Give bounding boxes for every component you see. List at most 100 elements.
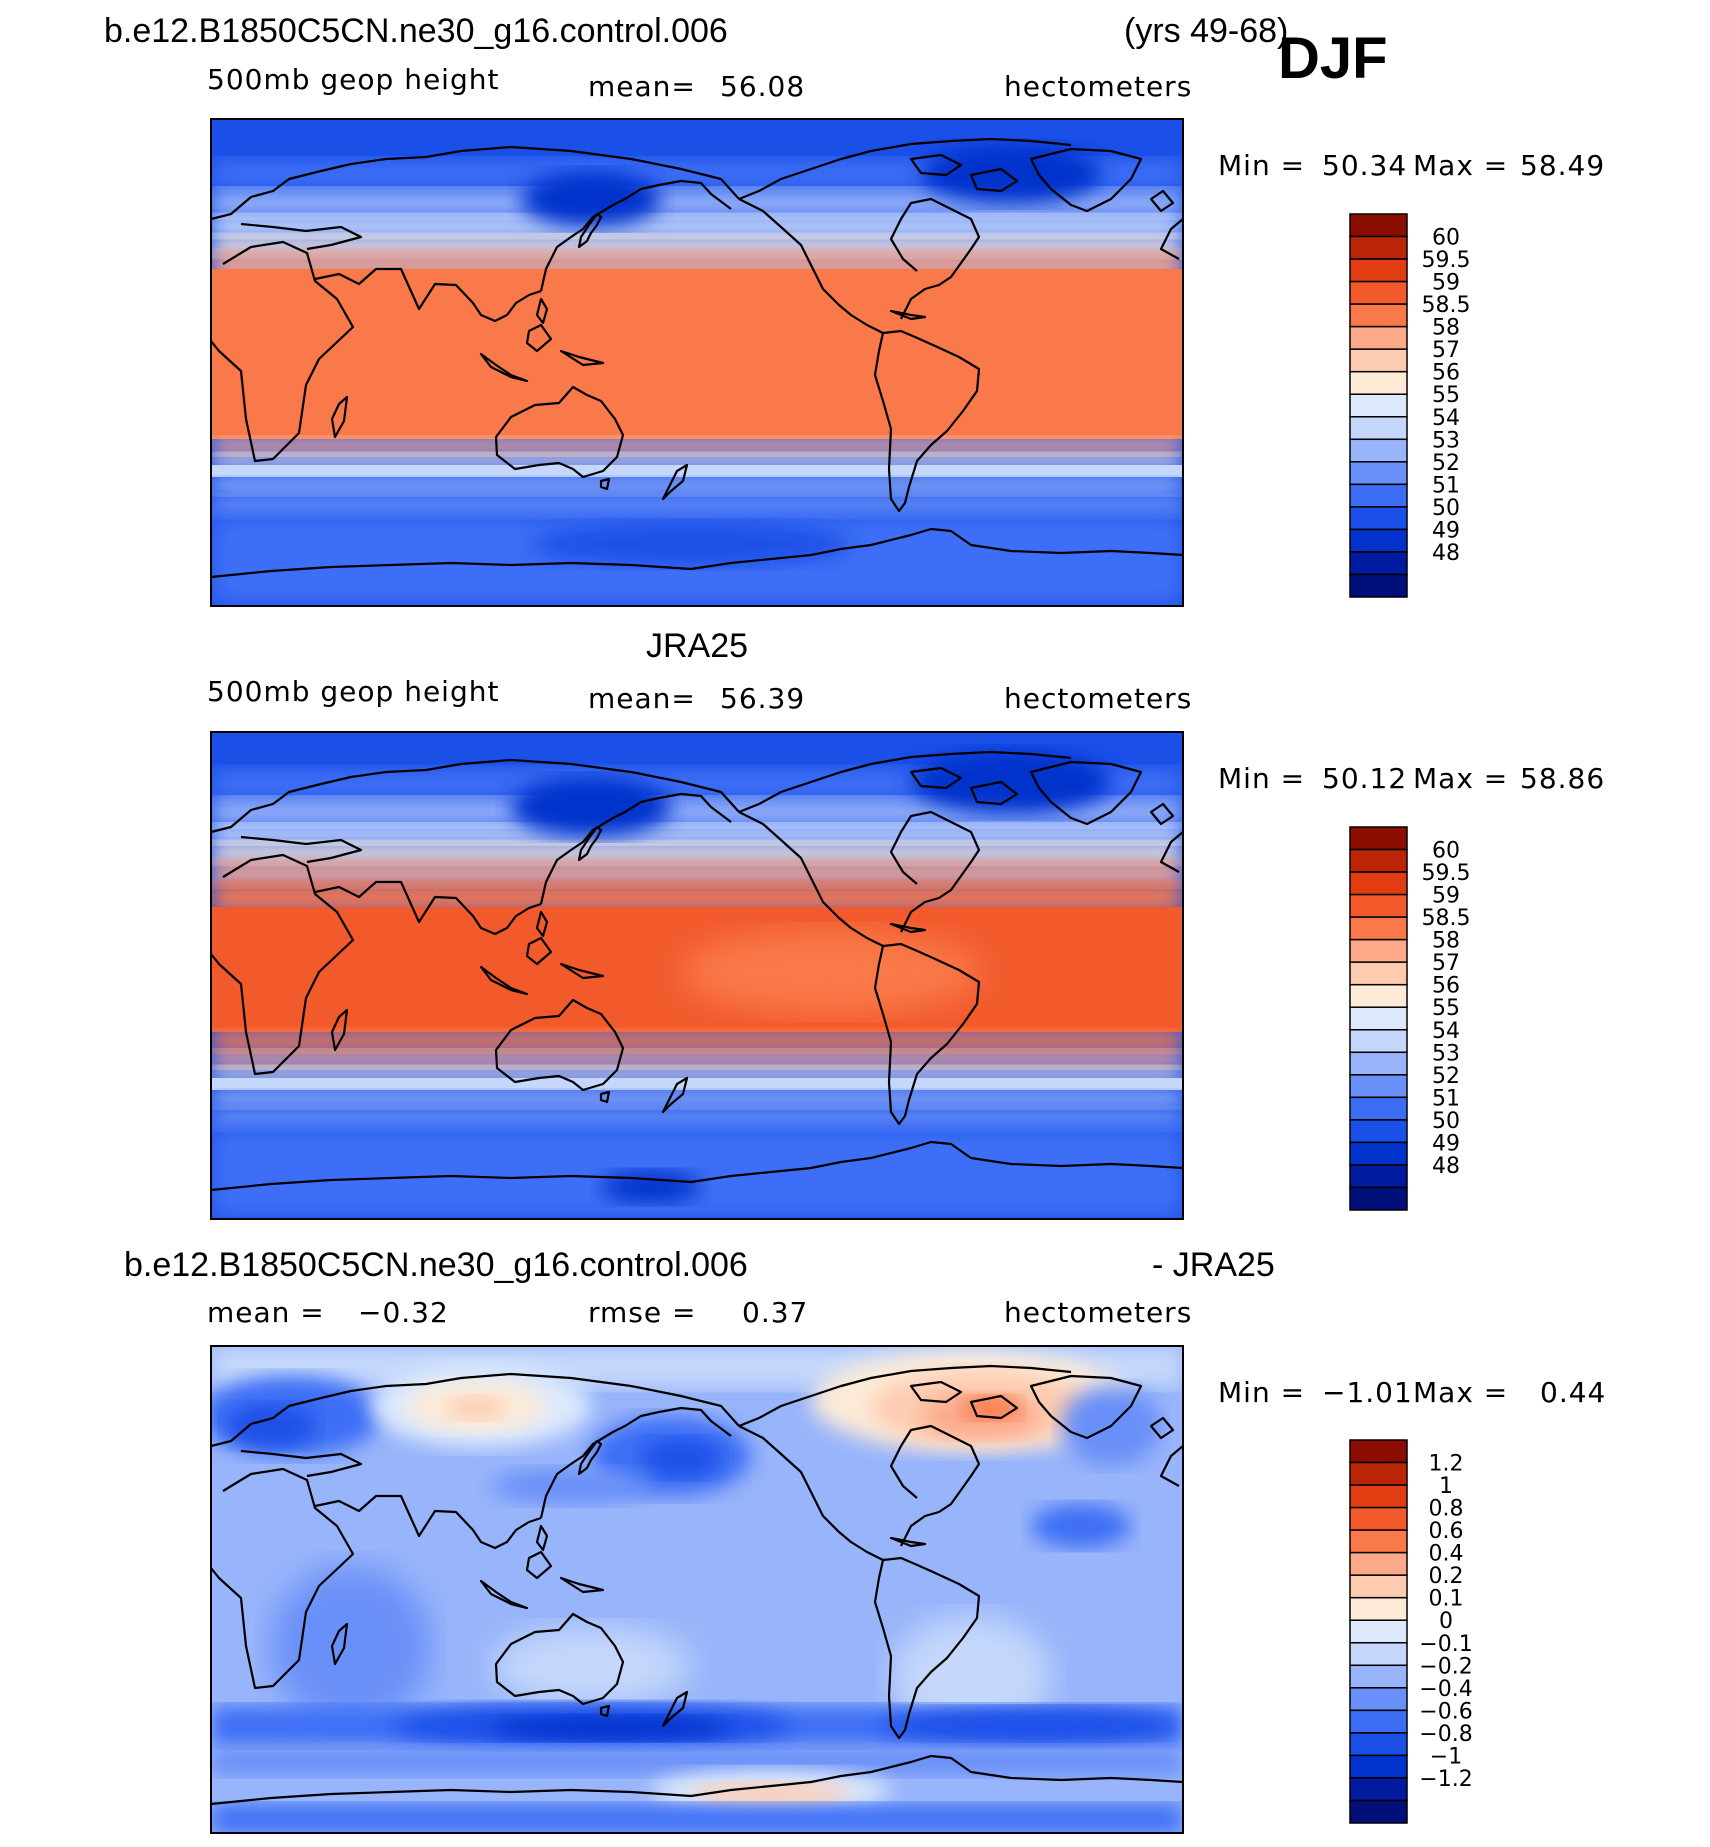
min-label: Min = [1218,1376,1305,1409]
season-label: DJF [1278,26,1388,91]
mean-value: 56.08 [720,70,805,103]
mean-value: −0.32 [358,1296,449,1329]
colorbar-box [1349,1754,1408,1779]
colorbar-tick-label: 60 [1432,839,1460,864]
colorbar-tick-label: 57 [1432,338,1460,363]
colorbar-tick-label: 0.6 [1429,1519,1464,1544]
colorbar-box [1349,1732,1408,1757]
colorbar-box [1349,1642,1408,1667]
case-name-title: b.e12.B1850C5CN.ne30_g16.control.006 [104,12,728,50]
min-label: Min = [1218,762,1305,795]
colorbar-box [1349,1529,1408,1554]
mean-value: 56.39 [720,682,805,715]
colorbar-tick-label: 54 [1432,1019,1460,1044]
map-diff [211,1346,1183,1833]
colorbar-box [1349,258,1408,283]
colorbar-box [1349,1164,1408,1189]
colorbar-tick-label: 53 [1432,1041,1460,1066]
colorbar-box [1349,551,1408,576]
colorbar-box [1349,573,1408,598]
colorbar-tick-label: 0.2 [1429,1564,1464,1589]
obs-title: JRA25 [646,627,748,665]
colorbar-tick-label: 51 [1432,1086,1460,1111]
colorbar-box [1349,1551,1408,1576]
max-label: Max = [1413,762,1508,795]
max-value: 58.49 [1520,149,1605,182]
colorbar-box [1349,826,1408,851]
panel-diff: b.e12.B1850C5CN.ne30_g16.control.006 - J… [124,1246,1606,1834]
colorbar-box [1349,1664,1408,1689]
colorbar-box [1349,893,1408,918]
colorbar-box [1349,938,1408,963]
colorbar-box [1349,1439,1408,1464]
colorbar-tick-label: 58.5 [1422,293,1471,318]
colorbar-box [1349,1506,1408,1531]
colorbar-box [1349,280,1408,305]
units-label: hectometers [1004,1296,1192,1329]
colorbar-tick-label: 53 [1432,428,1460,453]
diff-title-suffix: - JRA25 [1152,1246,1275,1284]
colorbar-box [1349,235,1408,260]
colorbar-tick-label: 55 [1432,996,1460,1021]
colorbar-diff: 1.210.80.60.40.20.10−0.1−0.2−0.4−0.6−0.8… [1349,1439,1473,1824]
mean-label: mean = [207,1296,325,1329]
colorbar-tick-label: 57 [1432,951,1460,976]
colorbar-box [1349,1051,1408,1076]
max-label: Max = [1413,1376,1508,1409]
colorbar-tick-label: 49 [1432,1131,1460,1156]
colorbar-box [1349,1687,1408,1712]
map-model [211,119,1183,606]
colorbar-box [1349,1799,1408,1824]
colorbar-tick-label: 59 [1432,271,1460,296]
variable-label: 500mb geop height [207,63,499,96]
colorbar-box [1349,848,1408,873]
max-value: 58.86 [1520,762,1605,795]
colorbar-box [1349,325,1408,350]
min-value: 50.12 [1322,762,1407,795]
colorbar-tick-label: 58 [1432,316,1460,341]
variable-label: 500mb geop height [207,675,499,708]
colorbar-box [1349,303,1408,328]
min-value: −1.01 [1322,1376,1413,1409]
colorbar-box [1349,961,1408,986]
map-obs [211,732,1183,1219]
colorbar-box [1349,871,1408,896]
years-label: (yrs 49-68) [1124,12,1288,50]
colorbar-tick-label: −0.2 [1419,1654,1472,1679]
panel-obs: JRA25 500mb geop height mean= 56.39 hect… [207,627,1605,1220]
colorbar-box [1349,348,1408,373]
colorbar-tick-label: 52 [1432,451,1460,476]
max-label: Max = [1413,149,1508,182]
colorbar-tick-label: −0.8 [1419,1722,1472,1747]
colorbar-box [1349,483,1408,508]
map-frame [210,731,1184,1220]
colorbar-tick-label: 48 [1432,1154,1460,1179]
colorbar-box [1349,1709,1408,1734]
colorbar-tick-label: 54 [1432,406,1460,431]
colorbar-tick-label: 0.8 [1429,1497,1464,1522]
colorbar-tick-label: 49 [1432,518,1460,543]
colorbar-box [1349,1484,1408,1509]
colorbar-tick-label: 50 [1432,496,1460,521]
colorbar-box [1349,1006,1408,1031]
colorbar-tick-label: 60 [1432,226,1460,251]
colorbar-tick-label: 1.2 [1429,1452,1464,1477]
colorbar-box [1349,528,1408,553]
colorbar-tick-label: 0.4 [1429,1542,1464,1567]
colorbar-tick-label: −0.4 [1419,1677,1472,1702]
min-label: Min = [1218,149,1305,182]
map-frame [210,118,1184,607]
colorbar-tick-label: 50 [1432,1109,1460,1134]
colorbar-box [1349,1619,1408,1644]
colorbar-tick-label: −0.1 [1419,1632,1472,1657]
colorbar-box [1349,1596,1408,1621]
colorbar-tick-label: 0 [1439,1609,1453,1634]
colorbar-box [1349,916,1408,941]
colorbar-tick-label: 0.1 [1429,1587,1464,1612]
colorbar-tick-label: 55 [1432,383,1460,408]
max-value: 0.44 [1540,1376,1606,1409]
colorbar-tick-label: 52 [1432,1064,1460,1089]
colorbar-box [1349,1186,1408,1211]
